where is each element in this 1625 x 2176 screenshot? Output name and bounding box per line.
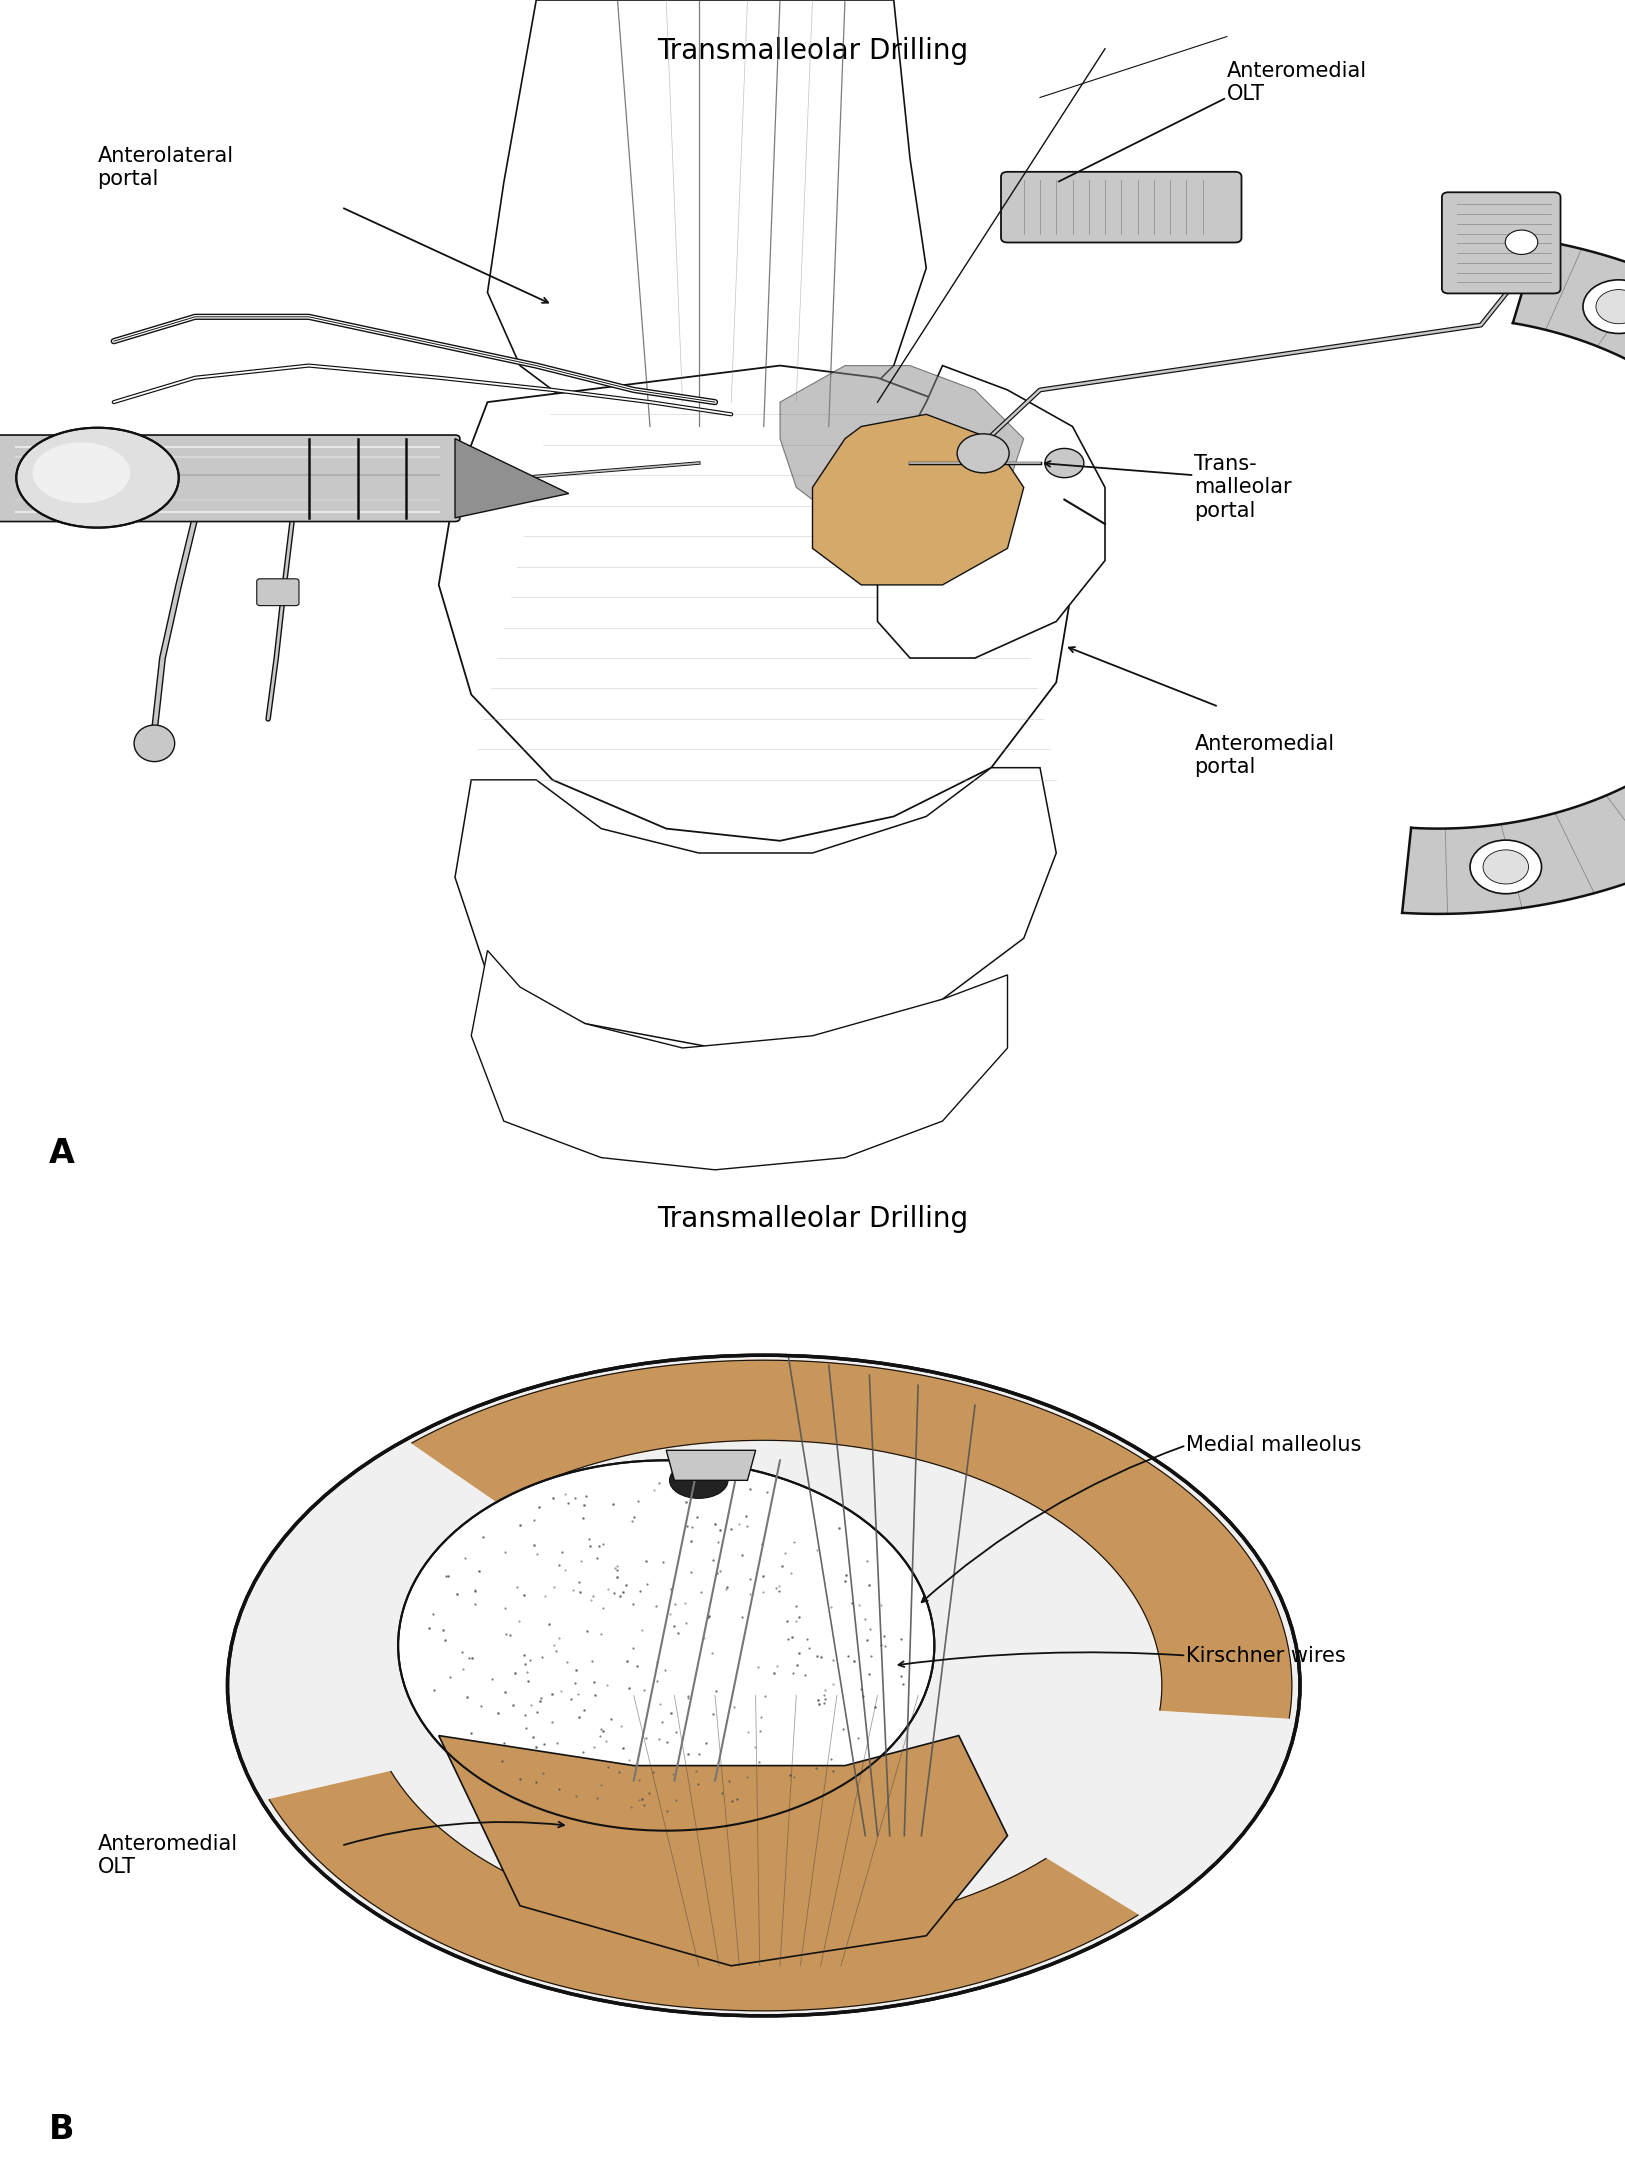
Text: Transmalleolar Drilling: Transmalleolar Drilling	[656, 37, 968, 65]
Circle shape	[957, 433, 1009, 472]
Circle shape	[670, 1462, 728, 1499]
Ellipse shape	[32, 442, 130, 503]
Circle shape	[1505, 231, 1537, 255]
Text: Anterolateral
portal: Anterolateral portal	[98, 146, 234, 189]
Ellipse shape	[133, 725, 176, 762]
Polygon shape	[270, 1771, 1138, 2011]
Text: Anteromedial
portal: Anteromedial portal	[1194, 733, 1334, 777]
FancyBboxPatch shape	[257, 579, 299, 605]
FancyBboxPatch shape	[1001, 172, 1242, 242]
Text: Anteromedial
OLT: Anteromedial OLT	[98, 1834, 237, 1878]
Text: Anteromedial
OLT: Anteromedial OLT	[1227, 61, 1367, 104]
Polygon shape	[471, 951, 1008, 1171]
Circle shape	[1583, 281, 1625, 333]
Ellipse shape	[398, 1460, 934, 1830]
Circle shape	[1471, 840, 1542, 894]
Polygon shape	[1402, 239, 1625, 914]
Text: Kirschner wires: Kirschner wires	[1186, 1645, 1346, 1665]
Circle shape	[228, 1356, 1300, 2015]
Polygon shape	[455, 768, 1056, 1049]
Text: B: B	[49, 2113, 75, 2146]
Polygon shape	[439, 1736, 1008, 1965]
Circle shape	[1596, 289, 1625, 324]
Polygon shape	[666, 1449, 756, 1480]
Polygon shape	[439, 366, 1072, 840]
Text: Medial malleolus: Medial malleolus	[1186, 1436, 1362, 1456]
Polygon shape	[812, 413, 1024, 585]
FancyBboxPatch shape	[0, 435, 460, 522]
Polygon shape	[455, 440, 569, 518]
FancyBboxPatch shape	[1441, 191, 1560, 294]
Ellipse shape	[16, 429, 179, 527]
Text: Transmalleolar Drilling: Transmalleolar Drilling	[656, 1206, 968, 1234]
Polygon shape	[878, 366, 1105, 657]
Polygon shape	[411, 1360, 1292, 1719]
Polygon shape	[780, 366, 1024, 535]
Text: Trans-
malleolar
portal: Trans- malleolar portal	[1194, 455, 1292, 520]
Text: A: A	[49, 1136, 75, 1171]
Polygon shape	[488, 0, 926, 440]
Circle shape	[1045, 448, 1084, 479]
Circle shape	[1484, 851, 1529, 883]
